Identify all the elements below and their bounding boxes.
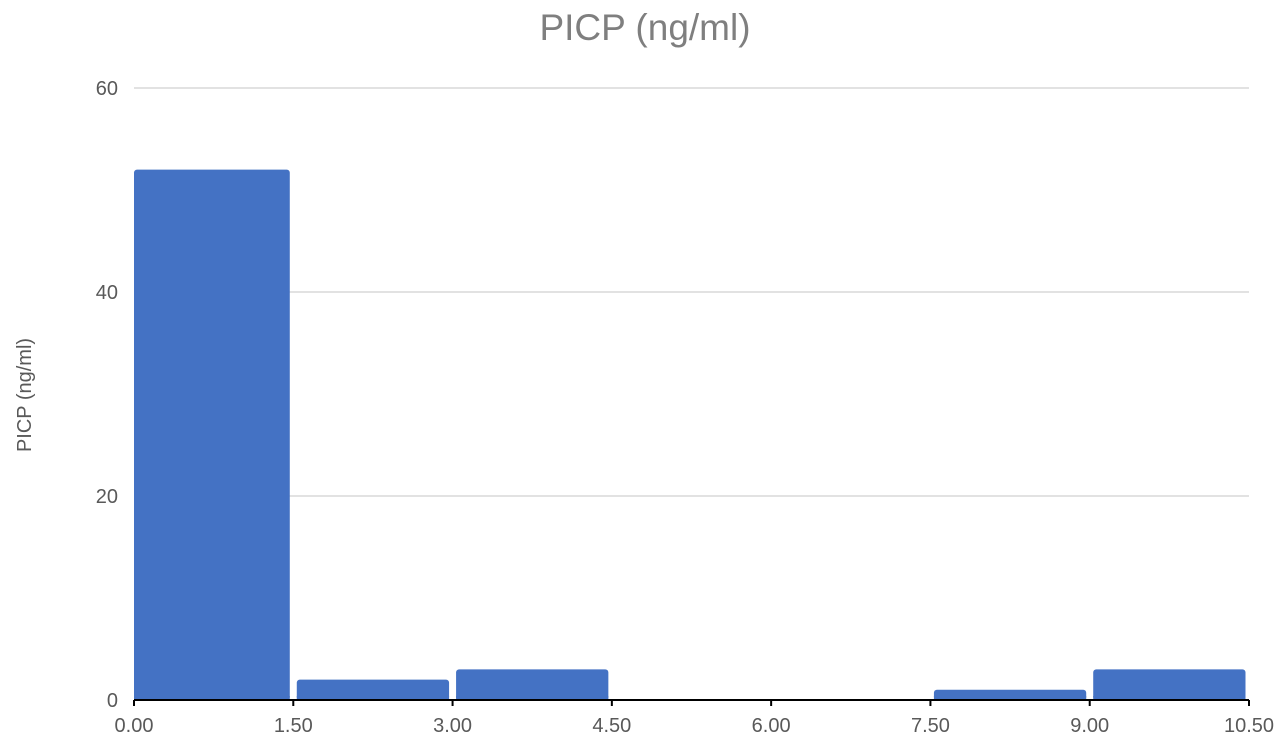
x-tick-label: 9.00	[1070, 715, 1109, 737]
bar-base	[296, 696, 450, 700]
gridlines	[134, 87, 1249, 497]
y-axis-title: PICP (ng/ml)	[14, 338, 36, 452]
bar	[296, 679, 450, 700]
x-tick-label: 10.50	[1224, 715, 1274, 737]
bar	[134, 169, 290, 701]
x-tick-label: 7.50	[911, 715, 950, 737]
bar-base	[933, 696, 1087, 700]
bar	[1093, 669, 1246, 700]
y-tick-label: 40	[96, 282, 118, 304]
bars	[134, 169, 1246, 701]
x-tick-label: 0.00	[115, 715, 154, 737]
bar	[456, 669, 609, 700]
y-tick-label: 60	[96, 78, 118, 100]
x-tick-label: 3.00	[433, 715, 472, 737]
tick-labels: 0 20 40 60 0.00 1.50 3.00 4.50 6.00 7.50 9.00 10.50	[96, 78, 1274, 737]
bar-base	[1093, 696, 1246, 700]
axes	[133, 699, 1250, 706]
bar-base	[134, 696, 290, 700]
y-tick-label: 0	[107, 690, 118, 712]
y-tick-label: 20	[96, 486, 118, 508]
chart-title: PICP (ng/ml)	[539, 7, 750, 48]
x-tick-label: 1.50	[274, 715, 313, 737]
bar-base	[456, 696, 609, 700]
x-tick-label: 6.00	[752, 715, 791, 737]
x-tick-label: 4.50	[592, 715, 631, 737]
